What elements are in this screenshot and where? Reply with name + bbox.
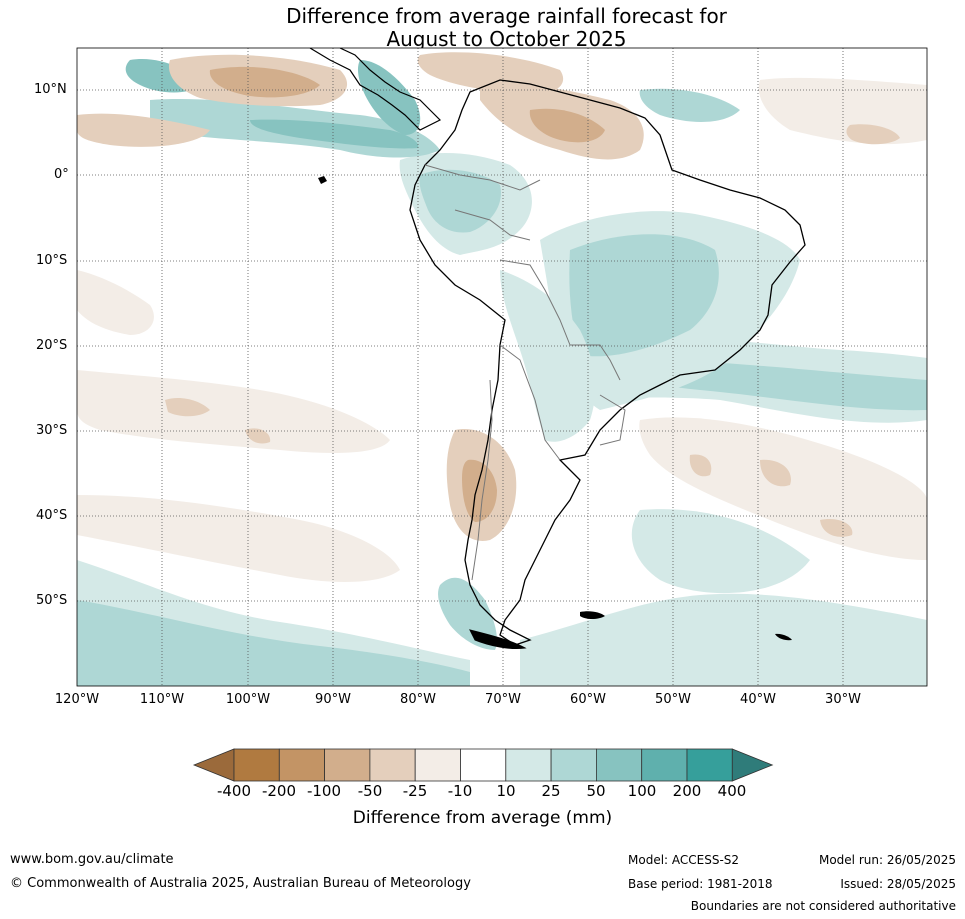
- dry-region-south-atlantic-patches: [689, 454, 853, 537]
- falkland-islands: [580, 611, 605, 619]
- lon-label: 60°W: [570, 692, 606, 707]
- dry-region-caribbean: [417, 52, 564, 95]
- colorbar-segment: [278, 748, 325, 782]
- dry-region-southeast-pacific-2: [77, 370, 390, 453]
- wet-region-patagonia: [438, 577, 497, 650]
- colorbar-segment: [686, 748, 733, 782]
- footer-model-run: Model run: 26/05/2025: [818, 853, 956, 867]
- colorbar-tick-label: -10: [447, 782, 473, 800]
- central-america-coastline: [309, 48, 442, 131]
- tierra-del-fuego: [469, 629, 527, 649]
- wet-region-eastern-pacific-inner: [250, 119, 419, 149]
- dry-region-southeast-pacific-1: [77, 270, 154, 335]
- lat-label: 0°: [54, 167, 69, 182]
- wet-region-south-atlantic-patch: [631, 509, 810, 594]
- dry-region-southeast-pacific-patches: [165, 398, 271, 444]
- colorbar-tick-label: -400: [216, 782, 252, 800]
- country-boundaries: [424, 164, 626, 581]
- lat-label: 40°S: [36, 508, 68, 523]
- lat-label: 50°S: [36, 593, 68, 608]
- colorbar-title: Difference from average (mm): [352, 808, 613, 828]
- lat-label: 30°S: [36, 423, 68, 438]
- lat-label: 10°N: [34, 82, 67, 97]
- colorbar-tick-label: -25: [402, 782, 428, 800]
- lon-label: 40°W: [740, 692, 776, 707]
- colorbar-segment: [414, 748, 461, 782]
- colorbar-tick-label: 100: [627, 782, 657, 800]
- colorbar-tick-label: 10: [496, 782, 516, 800]
- colorbar-segment: [550, 748, 597, 782]
- graticule: [77, 48, 927, 686]
- wet-region-south-pacific-inner: [77, 600, 470, 686]
- lon-label: 50°W: [655, 692, 691, 707]
- wet-region-brazil-inner: [569, 234, 719, 357]
- wet-region-central-south-america: [500, 270, 596, 442]
- footer-url: www.bom.gov.au/climate: [10, 852, 174, 867]
- map-title-line1: Difference from average rainfall forecas…: [286, 4, 727, 28]
- dry-region-north-atlantic-patch: [846, 124, 900, 145]
- lat-label: 20°S: [36, 338, 68, 353]
- colorbar-tick-label: -50: [357, 782, 383, 800]
- colorbar-segment: [641, 748, 688, 782]
- colorbar-segment: [596, 748, 643, 782]
- dry-region-south-atlantic: [639, 417, 927, 560]
- lon-label: 30°W: [825, 692, 861, 707]
- lat-label: 10°S: [36, 253, 68, 268]
- colorbar-extend-high: [731, 748, 774, 782]
- colorbar-tick-label: -100: [306, 782, 342, 800]
- dry-region-pacific-band: [77, 113, 210, 147]
- colorbar-extend-low: [192, 748, 235, 782]
- footer-base-period: Base period: 1981-2018: [628, 877, 773, 891]
- wet-region-central-america: [357, 60, 421, 135]
- south-america-coastline: [409, 79, 806, 646]
- colorbar: [192, 748, 774, 782]
- lon-label: 110°W: [139, 692, 185, 707]
- dry-region-central-chile-inner: [462, 459, 497, 522]
- wet-region-south-atlantic: [520, 593, 927, 686]
- map-frame: [76, 47, 928, 687]
- colorbar-tick-label: 200: [672, 782, 702, 800]
- colorbar-tick-label: 50: [586, 782, 606, 800]
- colorbar-segment: [369, 748, 416, 782]
- colorbar-tick-label: 400: [717, 782, 747, 800]
- dry-region-guianas: [529, 108, 605, 143]
- lon-label: 100°W: [225, 692, 271, 707]
- footer-issued: Issued: 28/05/2025: [840, 877, 956, 891]
- colorbar-segment: [324, 748, 371, 782]
- dry-region-northeast-pacific-inner: [209, 66, 320, 98]
- footer-disclaimer: Boundaries are not considered authoritat…: [690, 899, 956, 913]
- galapagos: [318, 176, 327, 184]
- colorbar-segment: [505, 748, 552, 782]
- lon-label: 90°W: [315, 692, 351, 707]
- colorbar-tick-label: 25: [541, 782, 561, 800]
- dry-region-southeast-pacific-3: [77, 495, 400, 582]
- coastlines: [309, 48, 806, 649]
- south-georgia: [775, 633, 792, 641]
- lon-label: 80°W: [400, 692, 436, 707]
- colorbar-tick-label: -200: [261, 782, 297, 800]
- lon-label: 120°W: [54, 692, 100, 707]
- colorbar-segment: [460, 748, 507, 782]
- colorbar-segment: [233, 748, 280, 782]
- footer-model: Model: ACCESS-S2: [628, 853, 740, 867]
- lon-label: 70°W: [485, 692, 521, 707]
- footer-copyright: © Commonwealth of Australia 2025, Austra…: [10, 876, 471, 891]
- map-title-line2: August to October 2025: [386, 27, 627, 51]
- wet-region-atlantic-north: [639, 88, 740, 122]
